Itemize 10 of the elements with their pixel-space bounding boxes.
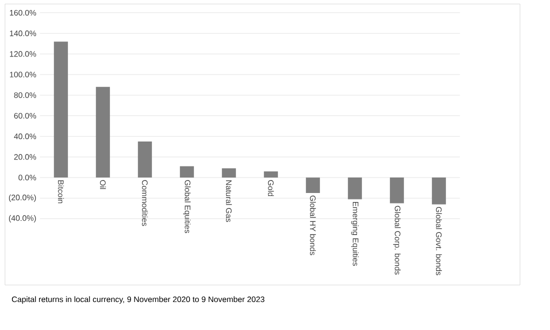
bar: [96, 86, 110, 178]
bar: [138, 142, 152, 178]
bar: [180, 166, 194, 178]
bar: [54, 42, 68, 178]
bar: [306, 178, 320, 194]
bar: [222, 168, 236, 178]
bar: [348, 178, 362, 200]
bar: [264, 171, 278, 178]
bar: [390, 178, 404, 204]
bar: [432, 178, 446, 204]
